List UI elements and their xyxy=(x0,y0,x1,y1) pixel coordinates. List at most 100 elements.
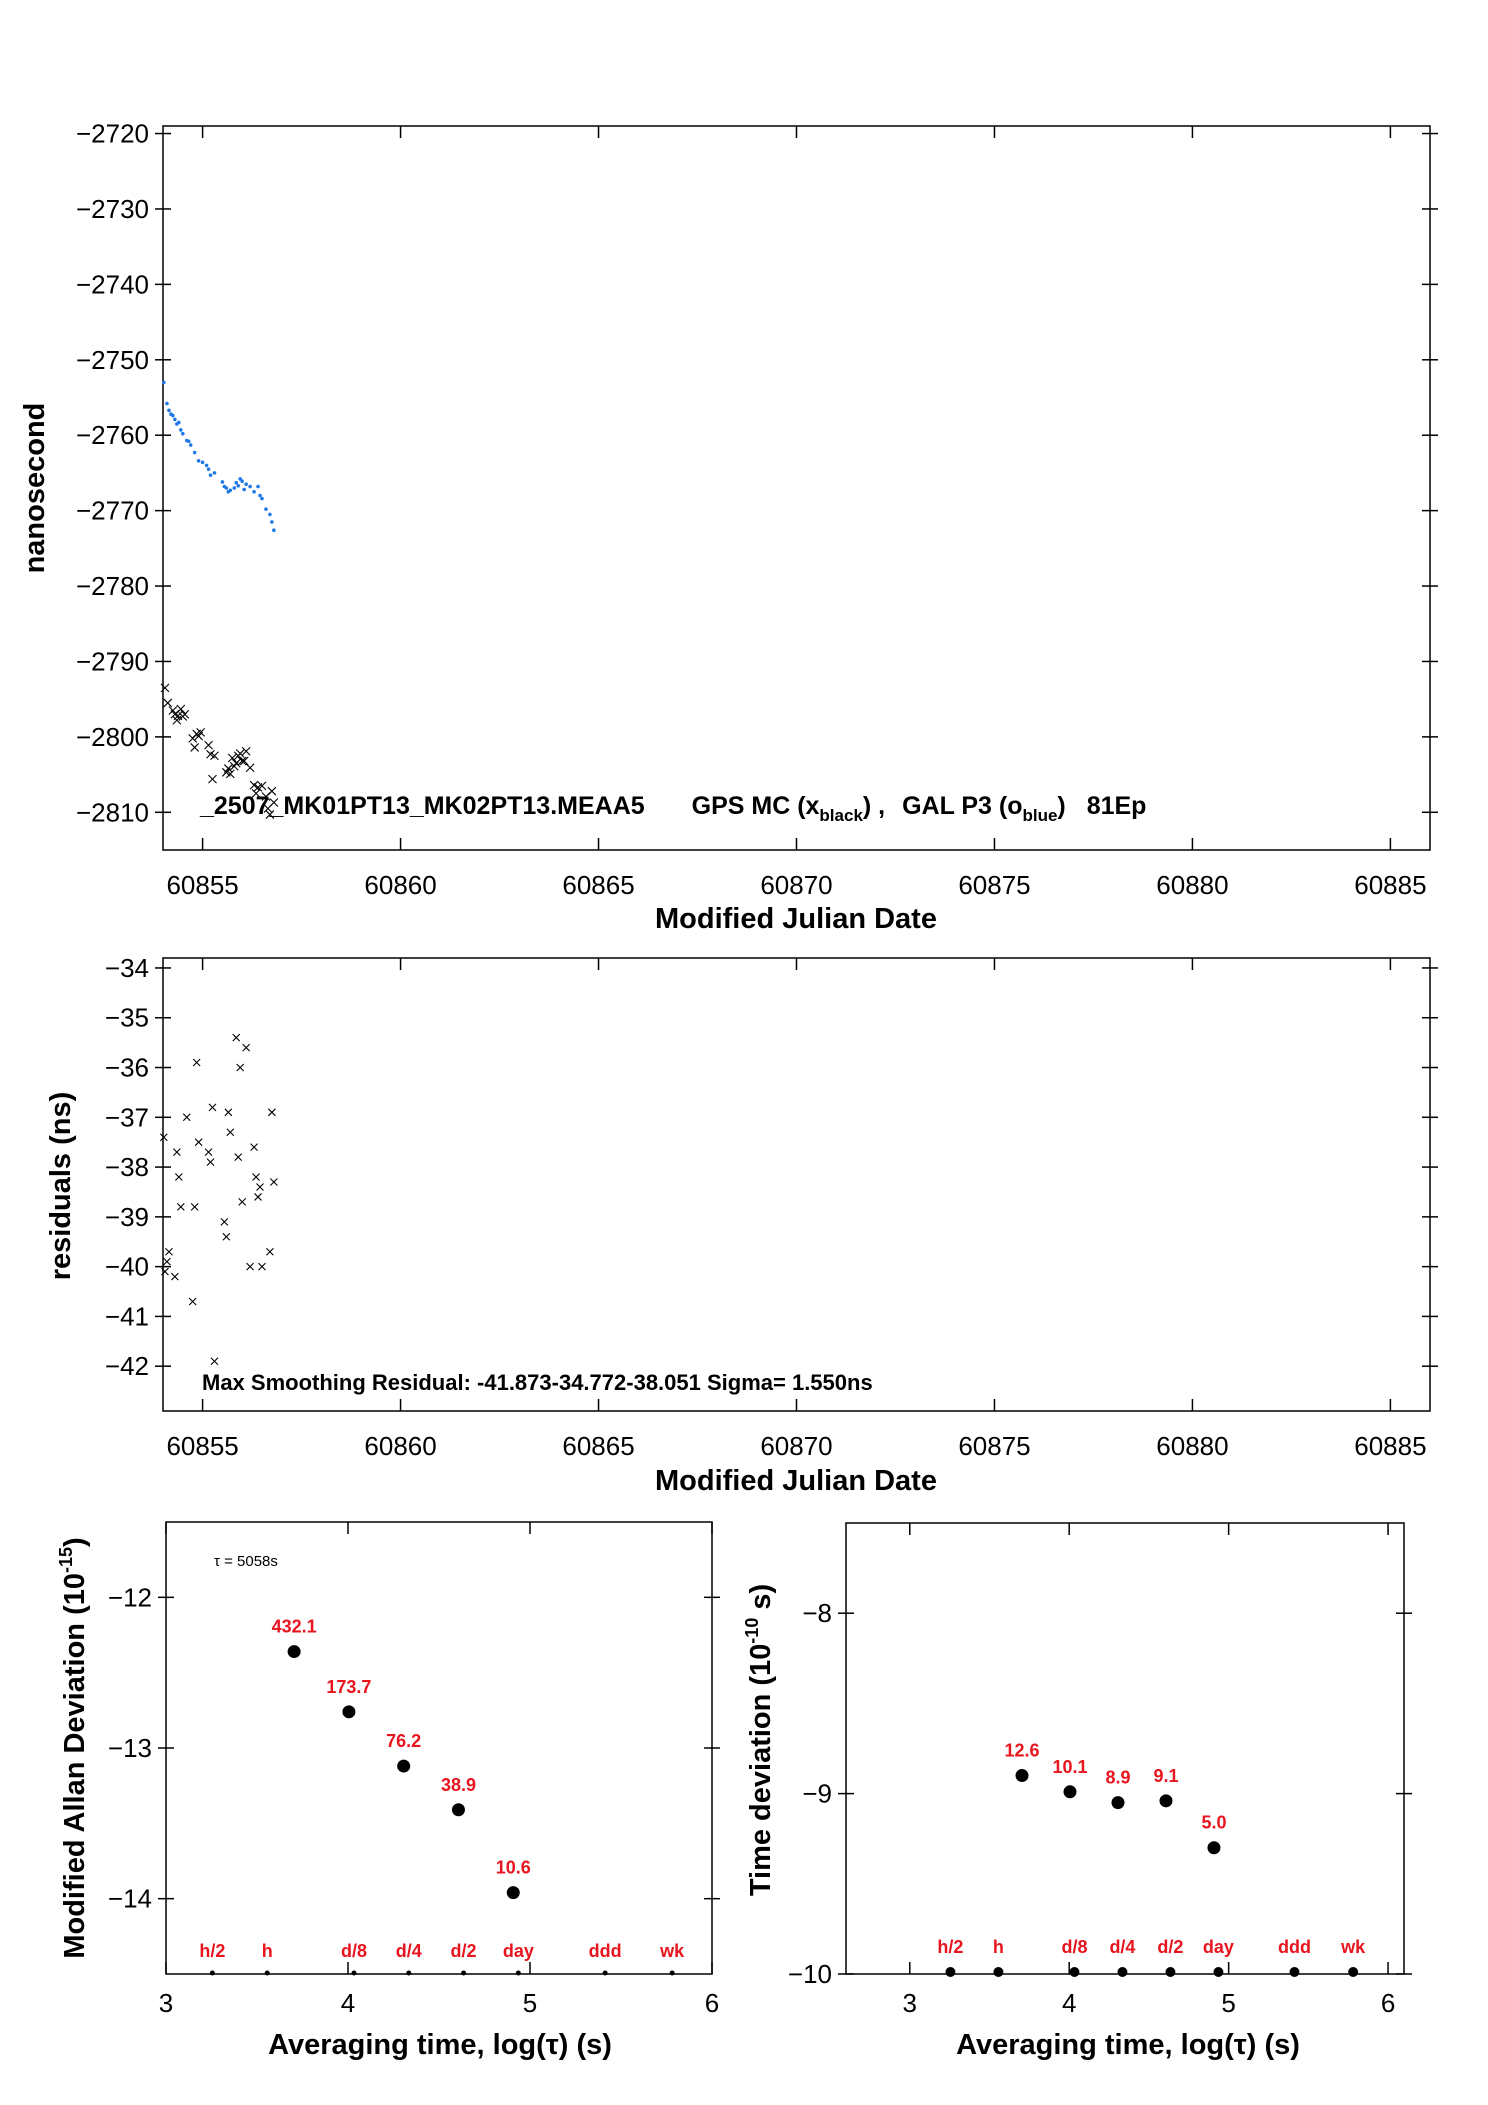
x-tick-label: 4 xyxy=(341,1988,355,2018)
x-tick-label: 6 xyxy=(705,1988,719,2018)
y-tick-label: −36 xyxy=(105,1053,149,1083)
data-point-x xyxy=(239,756,249,766)
data-point-o xyxy=(177,420,181,425)
x-axis-label: Averaging time, log(τ) (s) xyxy=(268,2029,612,2061)
x-tick-label: 60865 xyxy=(562,1431,634,1461)
interval-marker xyxy=(264,1970,270,1976)
y-tick-label: −9 xyxy=(802,1779,832,1809)
data-point-o xyxy=(272,528,276,533)
data-point-o xyxy=(268,512,272,517)
data-point-x xyxy=(241,746,251,756)
y-tick-label: −2780 xyxy=(76,571,149,601)
data-point-o xyxy=(179,428,183,432)
data-value-label: 173.7 xyxy=(326,1677,371,1697)
y-tick-label: −2810 xyxy=(76,797,149,827)
y-tick-label: −14 xyxy=(108,1884,152,1914)
data-point xyxy=(397,1759,411,1773)
annotation-epochs: 81Ep xyxy=(1087,792,1147,820)
tau-note: τ = 5058s xyxy=(214,1553,278,1570)
data-point-x xyxy=(257,781,267,791)
interval-marker xyxy=(1348,1967,1359,1977)
interval-marker xyxy=(461,1970,467,1976)
annotation-id: _2507_MK01PT13_MK02PT13.MEAA5 xyxy=(199,792,645,820)
data-point-o xyxy=(270,520,274,524)
data-point-x xyxy=(269,798,279,807)
data-point-x xyxy=(176,704,186,714)
residuals-panel: 60855 60860 60865 60870 60875 60880 60885 −34 −3… xyxy=(45,953,1438,1497)
data-point-x xyxy=(226,1128,235,1137)
data-point-x xyxy=(234,1153,243,1162)
interval-marker xyxy=(602,1970,608,1976)
y-tick-label: −8 xyxy=(802,1598,832,1628)
data-point-o xyxy=(188,443,193,447)
data-point xyxy=(506,1886,520,1900)
data-point-x xyxy=(267,786,277,796)
data-point-x xyxy=(256,1183,264,1191)
data-point-x xyxy=(188,1297,197,1306)
data-point xyxy=(342,1705,356,1719)
data-point-o xyxy=(167,408,171,413)
data-point-o xyxy=(252,489,256,494)
y-tick-label: −34 xyxy=(105,953,149,983)
interval-marker xyxy=(1069,1967,1080,1977)
y-tick-label: −10 xyxy=(788,1959,832,1989)
data-point-o xyxy=(224,486,229,490)
y-tick-label: −13 xyxy=(108,1733,152,1763)
y-axis-label: Time deviation (10-10 s) xyxy=(742,1584,777,1896)
y-axis-label: residuals (ns) xyxy=(45,1092,77,1281)
interval-marker xyxy=(1213,1967,1224,1977)
data-point-o xyxy=(220,480,225,484)
data-value-label: 76.2 xyxy=(386,1731,421,1751)
data-point-x xyxy=(170,1272,179,1281)
data-point-x xyxy=(222,1232,231,1241)
data-point-x xyxy=(174,1173,183,1181)
data-point-x xyxy=(176,1203,185,1211)
data-point-x xyxy=(159,1133,168,1142)
data-point-x xyxy=(269,1178,278,1186)
clock-offset-panel: 60855 60860 60865 60870 60875 60880 60885 −2720… xyxy=(19,119,1438,935)
y-tick-label: −2800 xyxy=(76,722,149,752)
x-tick-label: 60880 xyxy=(1156,870,1228,900)
interval-label: d/4 xyxy=(396,1941,422,1961)
y-axis-label-end: ) xyxy=(59,1537,91,1547)
x-tick-label: 60875 xyxy=(958,870,1030,900)
data-point-x xyxy=(172,1148,181,1157)
data-point-x xyxy=(254,1193,262,1201)
interval-marker xyxy=(515,1970,521,1976)
data-point-x xyxy=(208,774,217,784)
data-point-o xyxy=(240,479,244,484)
data-value-label: 12.6 xyxy=(1004,1741,1039,1761)
x-tick-label: 60860 xyxy=(364,1431,436,1461)
data-point-x xyxy=(204,740,213,750)
data-point-o xyxy=(196,459,201,463)
x-tick-label: 60875 xyxy=(958,1431,1030,1461)
data-point-o xyxy=(256,484,260,489)
x-axis-label: Modified Julian Date xyxy=(655,1465,937,1497)
y-tick-label: −2720 xyxy=(76,119,149,149)
interval-label: day xyxy=(503,1941,534,1961)
data-point-x xyxy=(235,749,245,758)
y-axis-label-main: Time deviation (10 xyxy=(745,1644,777,1897)
x-tick-label: 3 xyxy=(903,1988,917,2018)
data-point-x xyxy=(190,743,200,752)
data-point-o xyxy=(208,473,213,477)
data-point-o xyxy=(173,417,177,422)
annotation-gal-end: ) xyxy=(1057,792,1065,820)
data-point-x xyxy=(267,1108,276,1117)
data-point-x xyxy=(210,751,219,761)
x-tick-label: 60860 xyxy=(364,870,436,900)
x-axis-label: Averaging time, log(τ) (s) xyxy=(956,2029,1300,2061)
y-axis-label-main: Modified Allan Deviation (10 xyxy=(59,1573,91,1959)
annotation-gal: GAL P3 (o xyxy=(902,792,1022,820)
data-point-x xyxy=(231,758,241,768)
y-tick-label: −2750 xyxy=(76,345,149,375)
interval-marker xyxy=(669,1970,675,1976)
data-value-label: 432.1 xyxy=(272,1617,317,1637)
data-point-o xyxy=(186,439,191,444)
allan-deviation-panel: 3 4 5 6 −12 −13 −14 432.1 173.7 76.2 38.9 10.6 h/2 h… xyxy=(56,1521,720,2061)
x-tick-label: 60865 xyxy=(562,870,634,900)
data-point-o xyxy=(180,431,185,436)
x-tick-label: 5 xyxy=(1221,1988,1235,2018)
y-axis-label: nanosecond xyxy=(19,403,51,574)
y-tick-label: −37 xyxy=(105,1102,149,1132)
